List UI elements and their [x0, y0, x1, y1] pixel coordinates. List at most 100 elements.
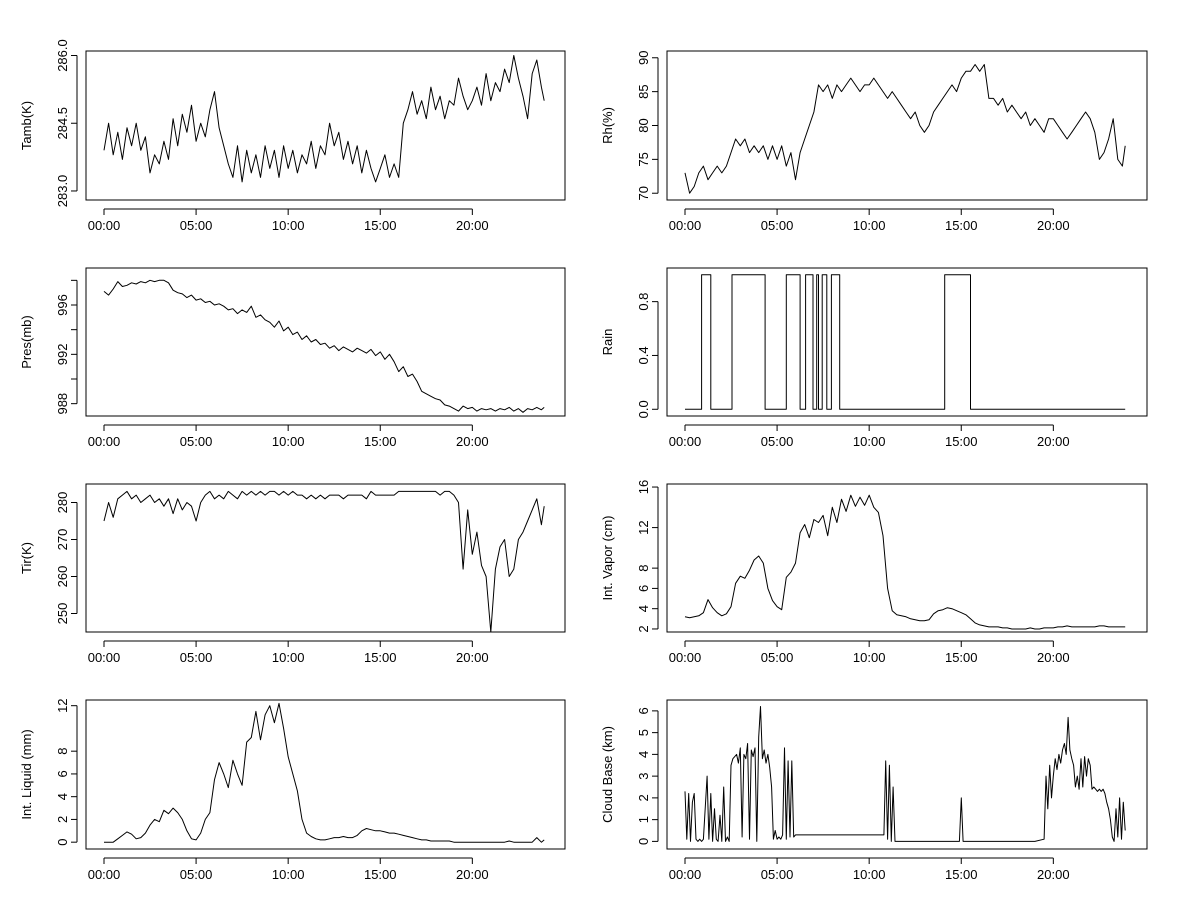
x-tick-label: 20:00 — [456, 650, 489, 665]
y-axis-label: Tir(K) — [19, 542, 34, 574]
x-tick-label: 00:00 — [669, 434, 702, 449]
plot-frame — [85, 699, 566, 850]
x-tick-label: 20:00 — [1037, 218, 1070, 233]
y-tick-label: 996 — [55, 294, 70, 316]
series-line — [684, 494, 1126, 630]
x-tick-label: 20:00 — [1037, 867, 1070, 882]
x-tick-label: 00:00 — [669, 650, 702, 665]
y-tick-label: 0 — [55, 839, 70, 846]
x-tick-label: 00:00 — [669, 867, 702, 882]
x-tick-label: 05:00 — [180, 650, 213, 665]
x-tick-label: 10:00 — [853, 867, 886, 882]
y-axis-label: Cloud Base (km) — [600, 726, 615, 823]
panel-2: 00:00 05:00 10:00 15:00 20:00 70 75 80 85 90 Rh(%) — [600, 50, 1148, 233]
plot-frame — [666, 267, 1148, 417]
y-tick-label: 3 — [636, 773, 651, 780]
x-tick-label: 20:00 — [1037, 650, 1070, 665]
y-tick-label: 0.4 — [636, 346, 651, 364]
x-tick-label: 20:00 — [456, 434, 489, 449]
panel-4: 00:00 05:00 10:00 15:00 20:00 0.0 0.4 0.8 Rain — [600, 267, 1148, 449]
y-tick-label: 280 — [55, 492, 70, 514]
y-axis-label: Int. Vapor (cm) — [600, 515, 615, 600]
x-tick-label: 10:00 — [853, 650, 886, 665]
series-line — [684, 64, 1126, 194]
x-tick-label: 15:00 — [364, 650, 397, 665]
x-tick-label: 20:00 — [456, 218, 489, 233]
x-tick-label: 05:00 — [180, 218, 213, 233]
x-tick-label: 10:00 — [853, 218, 886, 233]
y-tick-label: 8 — [55, 748, 70, 755]
plot-frame — [85, 483, 566, 633]
y-tick-label: 2 — [636, 625, 651, 632]
y-axis-label: Rain — [600, 329, 615, 356]
x-tick-label: 05:00 — [761, 434, 794, 449]
panel-3: 00:00 05:00 10:00 15:00 20:00 988 992 996 Pres(m… — [19, 267, 566, 449]
y-tick-label: 286.0 — [55, 39, 70, 72]
y-tick-label: 90 — [636, 51, 651, 65]
y-tick-label: 12 — [636, 520, 651, 534]
y-tick-label: 0 — [636, 838, 651, 845]
x-tick-label: 10:00 — [272, 650, 305, 665]
x-tick-label: 05:00 — [180, 867, 213, 882]
x-tick-label: 05:00 — [761, 867, 794, 882]
x-tick-label: 00:00 — [88, 867, 121, 882]
x-tick-label: 20:00 — [456, 867, 489, 882]
plot-frame — [666, 50, 1148, 201]
series-line — [103, 55, 545, 183]
x-tick-label: 00:00 — [669, 218, 702, 233]
x-tick-label: 15:00 — [364, 867, 397, 882]
y-axis-label: Tamb(K) — [19, 101, 34, 150]
y-tick-label: 2 — [636, 794, 651, 801]
x-tick-label: 00:00 — [88, 434, 121, 449]
y-tick-label: 250 — [55, 603, 70, 625]
series-line — [685, 274, 1126, 410]
y-tick-label: 283.0 — [55, 175, 70, 208]
y-tick-label: 5 — [636, 729, 651, 736]
x-tick-label: 00:00 — [88, 650, 121, 665]
y-tick-label: 75 — [636, 152, 651, 166]
panel-6: 00:00 05:00 10:00 15:00 20:00 2 4 6 8 12 16 Int. Va… — [600, 480, 1148, 665]
series-line — [104, 702, 545, 843]
y-tick-label: 6 — [636, 585, 651, 592]
x-tick-label: 15:00 — [945, 218, 978, 233]
panel-8: 00:00 05:00 10:00 15:00 20:00 0 1 2 3 4 5 6 Cloud Ba… — [600, 699, 1148, 882]
series-line — [684, 706, 1126, 842]
y-tick-label: 270 — [55, 529, 70, 551]
y-axis-label: Rh(%) — [600, 107, 615, 144]
plot-frame — [666, 699, 1148, 850]
x-tick-label: 05:00 — [761, 218, 794, 233]
y-axis-label: Int. Liquid (mm) — [19, 729, 34, 819]
y-tick-label: 988 — [55, 393, 70, 415]
y-tick-label: 260 — [55, 566, 70, 588]
x-tick-label: 10:00 — [272, 434, 305, 449]
y-axis-label: Pres(mb) — [19, 315, 34, 368]
series-line — [103, 490, 545, 633]
y-tick-label: 1 — [636, 816, 651, 823]
panel-7: 00:00 05:00 10:00 15:00 20:00 0 2 4 6 8 12 Int. Liq… — [19, 698, 566, 882]
y-tick-label: 2 — [55, 816, 70, 823]
y-tick-label: 284.5 — [55, 107, 70, 140]
y-tick-label: 16 — [636, 480, 651, 494]
y-tick-label: 0.0 — [636, 400, 651, 418]
x-tick-label: 15:00 — [364, 218, 397, 233]
x-tick-label: 20:00 — [1037, 434, 1070, 449]
y-tick-label: 70 — [636, 186, 651, 200]
panel-1: 00:00 05:00 10:00 15:00 20:00 283.0 284.5 286.0… — [19, 39, 566, 233]
x-tick-label: 15:00 — [945, 867, 978, 882]
series-line — [103, 279, 545, 413]
x-tick-label: 05:00 — [180, 434, 213, 449]
y-tick-label: 0.8 — [636, 293, 651, 311]
plot-frame — [85, 50, 566, 201]
x-tick-label: 05:00 — [761, 650, 794, 665]
y-tick-label: 4 — [636, 751, 651, 758]
y-tick-label: 8 — [636, 565, 651, 572]
y-tick-label: 6 — [636, 707, 651, 714]
plot-frame — [85, 267, 566, 417]
y-tick-label: 4 — [636, 605, 651, 612]
x-tick-label: 10:00 — [853, 434, 886, 449]
panel-5: 00:00 05:00 10:00 15:00 20:00 250 260 270 280 Tir… — [19, 483, 566, 665]
x-tick-label: 10:00 — [272, 218, 305, 233]
x-tick-label: 00:00 — [88, 218, 121, 233]
plot-frame — [666, 483, 1148, 633]
